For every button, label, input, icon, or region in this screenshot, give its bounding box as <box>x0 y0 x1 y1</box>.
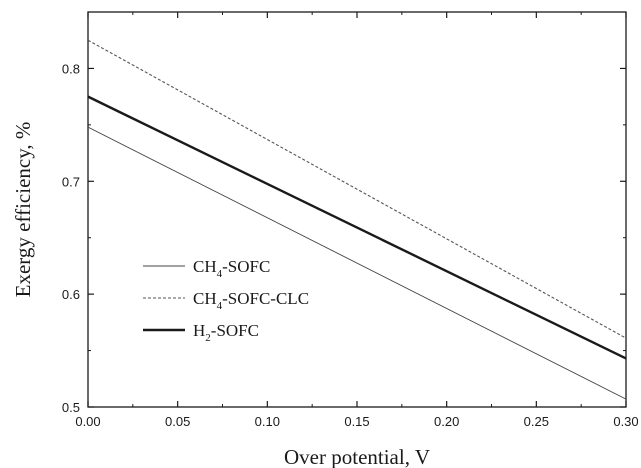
y-tick-label: 0.7 <box>62 174 80 189</box>
legend-label-rest: -SOFC <box>222 257 270 276</box>
legend-label-main: H <box>193 321 205 340</box>
x-tick-label: 0.30 <box>613 414 638 429</box>
x-tick-label: 0.10 <box>255 414 280 429</box>
series-line-2 <box>87 95 627 360</box>
legend-label-rest: -SOFC <box>211 321 259 340</box>
legend-label-rest: -SOFC-CLC <box>222 289 309 308</box>
legend-label-subscript: 4 <box>217 300 223 312</box>
legend-label-1: CH4-SOFC-CLC <box>193 289 309 312</box>
plot-frame <box>87 11 627 408</box>
y-tick-label: 0.5 <box>62 400 80 415</box>
x-tick-label: 0.15 <box>344 414 369 429</box>
x-tick-label: 0.20 <box>434 414 459 429</box>
legend-label-subscript: 2 <box>205 332 211 344</box>
x-tick-label: 0.05 <box>165 414 190 429</box>
y-axis-title: Exergy efficiency, % <box>11 122 35 298</box>
x-tick-label: 0.00 <box>75 414 100 429</box>
x-tick-label: 0.25 <box>524 414 549 429</box>
legend-label-main: CH <box>193 289 217 308</box>
legend-label-2: H2-SOFC <box>193 321 259 344</box>
y-tick-label: 0.8 <box>62 61 80 76</box>
series-line-1 <box>87 39 627 339</box>
x-axis-title: Over potential, V <box>284 445 430 468</box>
series-line-0 <box>87 126 627 400</box>
legend-label-main: CH <box>193 257 217 276</box>
y-tick-label: 0.6 <box>62 287 80 302</box>
legend-label-subscript: 4 <box>217 268 223 280</box>
legend-label-0: CH4-SOFC <box>193 257 270 280</box>
